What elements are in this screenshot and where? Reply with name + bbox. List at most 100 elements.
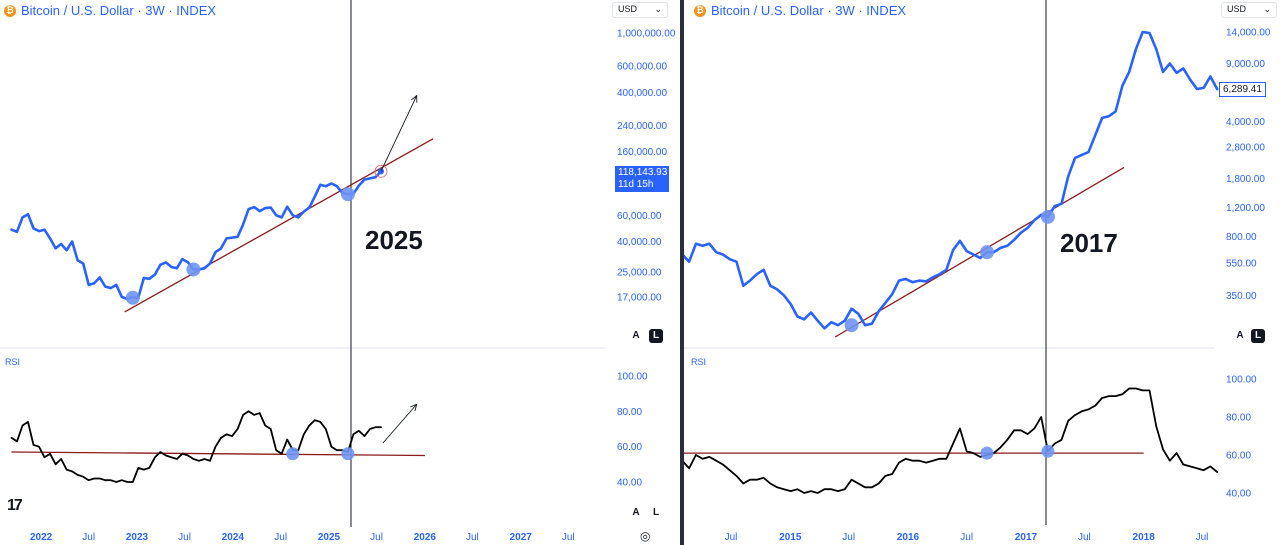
tradingview-logo: 17	[7, 497, 23, 514]
time-axis-tick-label: Jul	[274, 532, 287, 543]
chart-canvas-right[interactable]: 14,000.00 9,000.00 4,000.00 2,800.00 1,800.0…	[684, 0, 1280, 545]
price-axis-tick-label: 800.00	[1226, 232, 1257, 243]
last-price-ring	[374, 164, 388, 178]
trendline-touch-marker	[340, 187, 355, 202]
price-trendline	[124, 138, 434, 313]
rsi-touch-marker	[1041, 444, 1055, 458]
bar-countdown: 11d 15h	[618, 179, 654, 190]
symbol-header-right[interactable]: ₿ Bitcoin / U.S. Dollar · 3W · INDEX	[694, 3, 906, 18]
bitcoin-icon: ₿	[4, 4, 16, 17]
rsi-trendline	[11, 451, 425, 457]
price-axis-tick-label: 40,000.00	[617, 237, 662, 248]
chart-panel-left[interactable]: 1,000,000.00 600,000.00 400,000.00 240,000.…	[0, 0, 680, 545]
price-axis-tick-label: 1,000,000.00	[617, 28, 676, 39]
price-axis-tick-label: 14,000.00	[1226, 28, 1271, 39]
time-axis-tick-label: 2024	[222, 532, 245, 543]
time-axis-tick-label: Jul	[178, 532, 191, 543]
price-axis-tick-label: 60,000.00	[617, 211, 662, 222]
price-axis-tick-label: 25,000.00	[617, 268, 662, 279]
year-annotation-2025: 2025	[365, 225, 423, 255]
time-axis-tick-label: Jul	[1078, 532, 1091, 543]
currency-select[interactable]: USD ⌄	[612, 2, 668, 18]
log-scale-button-right[interactable]: L	[1251, 329, 1265, 343]
price-axis-tick-label: 350.00	[1226, 291, 1257, 302]
price-axis-tick-label: 1,800.00	[1226, 174, 1265, 185]
projection-arrow-head	[411, 94, 418, 103]
trendline-touch-marker	[186, 262, 201, 277]
time-axis-tick-label: Jul	[842, 532, 855, 543]
price-axis-tick-label: 1,200.00	[1226, 203, 1265, 214]
rsi-indicator-label[interactable]: RSI	[5, 357, 21, 367]
rsi-axis-tick-label: 40.00	[617, 478, 642, 489]
time-axis-tick-label: Jul	[82, 532, 95, 543]
trendline-touch-marker	[844, 318, 859, 333]
last-price-value: 118,143.93	[618, 167, 668, 178]
trendline-touch-marker	[125, 290, 140, 305]
price-axis-tick-label: 2,800.00	[1226, 142, 1265, 153]
symbol-header[interactable]: ₿ Bitcoin / U.S. Dollar · 3W · INDEX	[4, 3, 216, 18]
currency-label: USD	[618, 4, 638, 14]
price-axis-tick-label: 17,000.00	[617, 292, 662, 303]
time-axis-tick-label: 2022	[30, 532, 53, 543]
time-axis-tick-label: 2023	[126, 532, 149, 543]
time-axis-tick-label: Jul	[960, 532, 973, 543]
time-axis-tick-label: 2015	[779, 532, 802, 543]
bitcoin-icon: ₿	[694, 4, 706, 17]
chevron-down-icon: ⌄	[1263, 4, 1271, 14]
chevron-down-icon: ⌄	[654, 4, 662, 14]
symbol-title-right[interactable]: Bitcoin / U.S. Dollar · 3W · INDEX	[711, 3, 907, 18]
price-axis-tick-label: 550.00	[1226, 259, 1257, 270]
rsi-line	[10, 410, 382, 483]
rsi-axis-tick-label: 100.00	[1226, 375, 1257, 386]
price-axis-tick-label: 4,000.00	[1226, 117, 1265, 128]
time-axis-tick-label: 2016	[897, 532, 920, 543]
time-axis-tick-label: Jul	[466, 532, 479, 543]
log-scale-button-rsi[interactable]: L	[652, 507, 660, 518]
currency-select-right[interactable]: USD ⌄	[1221, 2, 1277, 18]
rsi-projection-arrow	[382, 403, 418, 444]
auto-scale-button[interactable]: A	[632, 330, 640, 341]
rsi-touch-marker	[286, 447, 300, 461]
price-line-btc	[10, 170, 383, 301]
log-scale-button[interactable]: L	[649, 329, 663, 343]
time-axis-tick-label: Jul	[725, 532, 738, 543]
rsi-axis-tick-label: 60.00	[1226, 451, 1251, 462]
rsi-axis-tick-label: 40.00	[1226, 489, 1251, 500]
last-price-badge: 118,143.93 11d 15h	[615, 166, 669, 192]
rsi-axis-tick-label: 100.00	[617, 372, 648, 383]
rsi-indicator-label-right[interactable]: RSI	[691, 357, 707, 367]
price-trendline	[834, 166, 1125, 338]
auto-scale-button-right[interactable]: A	[1236, 330, 1244, 341]
rsi-line	[684, 387, 1219, 494]
chart-canvas-left[interactable]: 1,000,000.00 600,000.00 400,000.00 240,000.…	[0, 0, 680, 545]
rsi-touch-marker	[341, 447, 355, 461]
settings-icon[interactable]: ◎	[640, 529, 651, 543]
projection-arrow	[380, 95, 418, 172]
price-axis-tick-label: 9,000.00	[1226, 59, 1265, 70]
time-axis-tick-label: 2027	[510, 532, 533, 543]
price-axis-tick-label: 160,000.00	[617, 147, 667, 158]
rsi-axis-tick-label: 80.00	[1226, 413, 1251, 424]
time-axis-tick-label: Jul	[562, 532, 575, 543]
currency-label: USD	[1227, 4, 1247, 14]
year-annotation-2017: 2017	[1060, 228, 1118, 258]
symbol-title[interactable]: Bitcoin / U.S. Dollar · 3W · INDEX	[21, 3, 217, 18]
rsi-touch-marker	[980, 446, 994, 460]
price-line-btc	[684, 30, 1219, 330]
last-price-badge-right: 6,289.41	[1219, 82, 1266, 97]
time-axis-tick-label: 2025	[318, 532, 341, 543]
rsi-axis-tick-label: 80.00	[617, 407, 642, 418]
time-axis-tick-label: Jul	[370, 532, 383, 543]
rsi-projection-arrow-head	[410, 403, 418, 412]
time-axis-tick-label: 2017	[1015, 532, 1038, 543]
panel-divider	[680, 0, 684, 545]
price-axis-tick-label: 400,000.00	[617, 88, 667, 99]
time-axis-tick-label: 2018	[1133, 532, 1156, 543]
time-axis-tick-label: Jul	[1196, 532, 1209, 543]
price-axis-tick-label: 240,000.00	[617, 121, 667, 132]
chart-panel-right[interactable]: 14,000.00 9,000.00 4,000.00 2,800.00 1,800.0…	[684, 0, 1280, 545]
price-axis-tick-label: 600,000.00	[617, 62, 667, 73]
rsi-axis-tick-label: 60.00	[617, 442, 642, 453]
trendline-touch-marker	[1040, 209, 1055, 224]
auto-scale-button-rsi[interactable]: A	[632, 507, 640, 518]
